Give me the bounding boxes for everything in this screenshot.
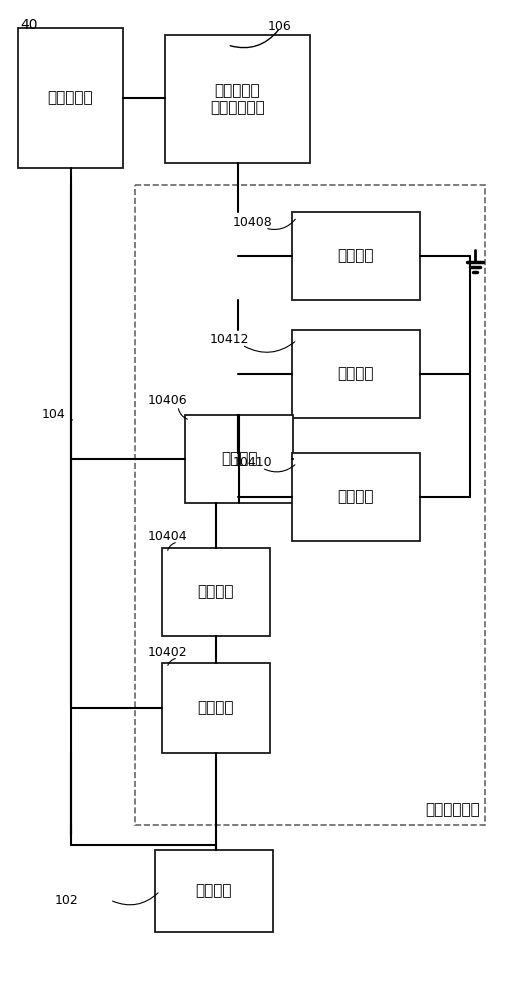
Bar (185, 415, 293, 503)
Text: 发光二极管: 发光二极管 (48, 91, 93, 105)
Text: 102: 102 (55, 894, 79, 906)
Text: 第二接点: 第二接点 (198, 700, 234, 716)
Text: 整流单元: 整流单元 (196, 884, 232, 898)
Text: 10406: 10406 (148, 394, 188, 407)
Text: 电压对电流
控制转换单元: 电压对电流 控制转换单元 (210, 83, 265, 115)
Text: 40: 40 (20, 18, 37, 32)
Text: 第五电阻: 第五电阻 (198, 584, 234, 599)
Text: 10412: 10412 (210, 333, 249, 346)
Bar (292, 212, 420, 300)
Text: 第七电阻: 第七电阻 (338, 248, 374, 263)
Bar (155, 850, 273, 932)
Bar (292, 453, 420, 541)
Bar (162, 663, 270, 753)
Text: 106: 106 (268, 20, 292, 33)
Bar (165, 35, 310, 163)
Text: 10402: 10402 (148, 646, 188, 659)
Text: 第四电容: 第四电容 (338, 489, 374, 504)
Text: 第五电容: 第五电容 (338, 366, 374, 381)
Text: 10408: 10408 (233, 216, 273, 229)
Text: 积分取样单元: 积分取样单元 (425, 802, 480, 817)
Text: 104: 104 (42, 408, 66, 422)
Bar (135, 185, 485, 825)
Bar (162, 548, 270, 636)
Bar (18, 28, 123, 168)
Text: 10410: 10410 (233, 456, 272, 469)
Text: 10404: 10404 (148, 530, 188, 543)
Text: 第六电阻: 第六电阻 (221, 452, 257, 466)
Bar (292, 330, 420, 418)
